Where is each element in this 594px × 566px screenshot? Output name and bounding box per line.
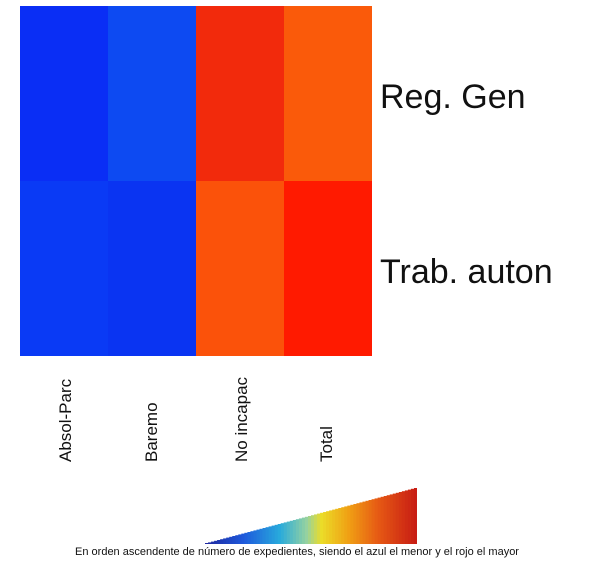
color-scale-step bbox=[220, 539, 224, 544]
color-scale-step bbox=[247, 532, 251, 544]
color-scale-step bbox=[323, 512, 327, 544]
color-scale-step bbox=[274, 524, 279, 544]
color-scale-step bbox=[395, 492, 400, 544]
color-scale-caption: En orden ascendente de número de expedie… bbox=[75, 546, 519, 558]
color-scale-step bbox=[404, 490, 409, 544]
column-label-absol-parc: Absol-Parc bbox=[56, 378, 75, 462]
color-scale-step bbox=[374, 498, 379, 544]
color-scale-step bbox=[341, 507, 345, 544]
color-scale-step bbox=[229, 536, 233, 544]
color-scale-step bbox=[368, 500, 372, 544]
color-scale-step bbox=[211, 541, 215, 544]
color-scale-step bbox=[241, 533, 245, 544]
heatmap-cell-0-0 bbox=[20, 6, 109, 182]
heatmap-cell-1-3 bbox=[284, 181, 372, 356]
color-scale-step bbox=[271, 525, 276, 544]
column-label-no-incapac: No incapac bbox=[232, 376, 251, 462]
color-scale-step bbox=[329, 510, 333, 544]
color-scale-step bbox=[392, 493, 397, 544]
color-scale-step bbox=[283, 522, 288, 544]
color-scale-step bbox=[365, 500, 369, 544]
color-scale-step bbox=[205, 543, 209, 544]
color-scale-step bbox=[401, 491, 406, 544]
color-scale-step bbox=[362, 501, 366, 544]
column-label-baremo: Baremo bbox=[142, 402, 161, 462]
color-scale-step bbox=[377, 497, 382, 544]
color-scale-step bbox=[413, 488, 417, 544]
color-scale-step bbox=[386, 495, 391, 544]
color-scale-step bbox=[326, 511, 330, 544]
color-scale-step bbox=[350, 504, 354, 544]
color-scale-step bbox=[226, 537, 230, 544]
color-scale-step bbox=[262, 528, 266, 544]
heatmap-cell-0-2 bbox=[196, 6, 285, 182]
color-scale-step bbox=[359, 502, 363, 544]
color-scale-step bbox=[410, 488, 415, 544]
color-scale-step bbox=[244, 532, 248, 544]
color-scale-step bbox=[380, 496, 385, 544]
color-scale-step bbox=[332, 509, 336, 544]
color-scale-step bbox=[347, 505, 351, 544]
color-scale-ramp bbox=[205, 488, 417, 544]
color-scale-step bbox=[353, 504, 357, 544]
color-scale-step bbox=[371, 499, 375, 544]
color-scale-step bbox=[214, 540, 218, 544]
color-scale-step bbox=[389, 494, 394, 544]
color-scale-step bbox=[383, 496, 388, 544]
color-scale-step bbox=[338, 508, 342, 544]
color-scale-step bbox=[356, 503, 360, 544]
color-scale-step bbox=[317, 513, 321, 544]
color-scale-step bbox=[259, 528, 263, 544]
color-scale-step bbox=[235, 535, 239, 544]
color-scale-step bbox=[314, 514, 318, 544]
heatmap-cell-1-1 bbox=[108, 181, 197, 356]
color-scale-step bbox=[268, 526, 273, 544]
color-scale-step bbox=[286, 521, 291, 544]
color-scale-step bbox=[298, 518, 303, 544]
color-scale-step bbox=[301, 517, 306, 544]
row-label-reg-gen: Reg. Gen bbox=[380, 78, 526, 116]
color-scale-step bbox=[398, 492, 403, 544]
heatmap-cell-1-2 bbox=[196, 181, 285, 356]
color-scale-step bbox=[304, 516, 309, 544]
color-scale-step bbox=[223, 538, 227, 544]
color-scale-step bbox=[335, 508, 339, 544]
heatmap bbox=[20, 6, 372, 356]
color-scale-step bbox=[256, 529, 260, 544]
heatmap-cell-0-1 bbox=[108, 6, 197, 182]
color-scale-step bbox=[344, 506, 348, 544]
color-scale-step bbox=[307, 516, 312, 544]
color-scale-step bbox=[277, 524, 282, 544]
color-scale-step bbox=[238, 534, 242, 544]
heatmap-cell-0-3 bbox=[284, 6, 372, 182]
color-scale-step bbox=[250, 531, 254, 544]
color-scale-step bbox=[253, 530, 257, 544]
color-scale-step bbox=[289, 520, 294, 544]
color-scale-step bbox=[320, 512, 324, 544]
color-scale-step bbox=[232, 536, 236, 544]
color-scale-step bbox=[208, 542, 212, 544]
color-scale-step bbox=[280, 523, 285, 544]
column-label-total: Total bbox=[317, 426, 336, 462]
heatmap-cell-1-0 bbox=[20, 181, 109, 356]
color-scale-step bbox=[217, 540, 221, 544]
color-scale-step bbox=[292, 520, 297, 544]
color-scale-step bbox=[311, 515, 315, 544]
color-scale-step bbox=[407, 489, 412, 544]
color-scale-step bbox=[265, 527, 269, 544]
color-scale-step bbox=[295, 519, 300, 544]
row-label-trab-auton: Trab. auton bbox=[380, 253, 553, 291]
